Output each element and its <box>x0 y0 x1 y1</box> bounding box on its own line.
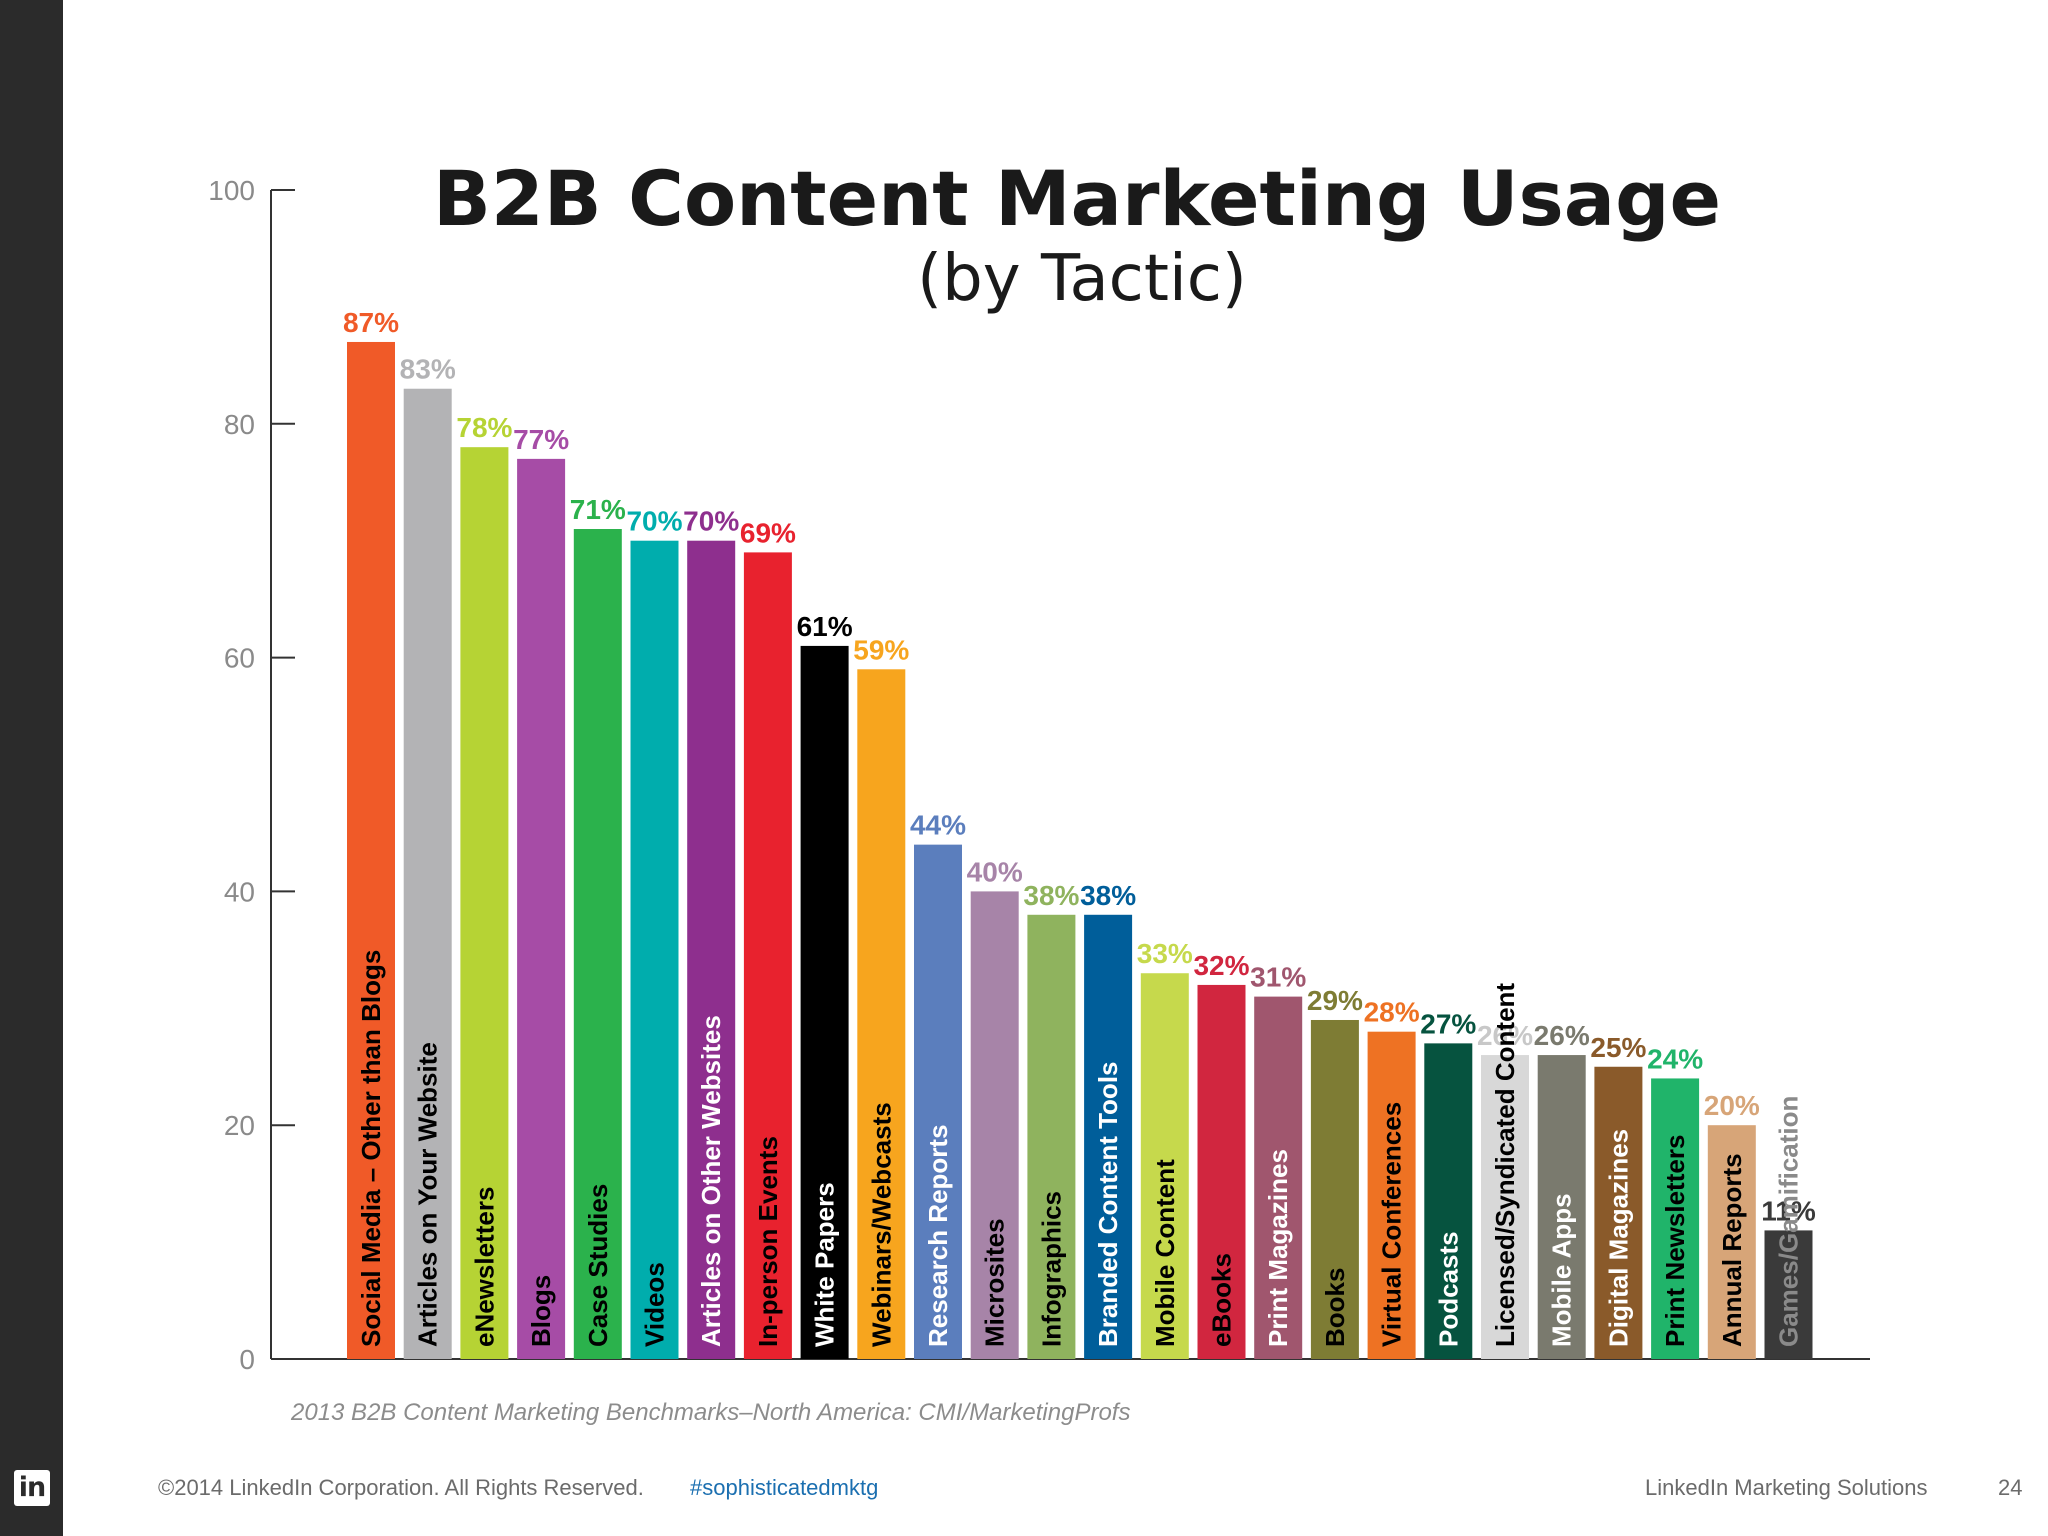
bar-category-label: Articles on Other Websites <box>696 1015 726 1347</box>
bar-category-label: Books <box>1320 1268 1350 1347</box>
y-tick-label: 20 <box>224 1110 255 1141</box>
bar-category-label: Case Studies <box>583 1184 613 1347</box>
bar <box>460 447 509 1359</box>
bar <box>1197 984 1246 1359</box>
bar-category-label: Branded Content Tools <box>1093 1061 1123 1347</box>
bar-category-label: In-person Events <box>753 1136 783 1347</box>
bar-value-label: 38% <box>1023 880 1079 911</box>
bar <box>403 388 452 1360</box>
bar-value-label: 70% <box>683 506 739 537</box>
bar <box>1707 1125 1756 1359</box>
bar-value-label: 33% <box>1137 938 1193 969</box>
bar-category-label: Blogs <box>526 1275 556 1347</box>
bar-category-label: Articles on Your Website <box>413 1042 443 1347</box>
left-sidebar-strip <box>0 0 63 1536</box>
page-number: 24 <box>1998 1475 2023 1500</box>
bar-value-label: 20% <box>1704 1090 1760 1121</box>
bar-category-label: Podcasts <box>1433 1231 1463 1347</box>
bar-category-label: Mobile Apps <box>1547 1193 1577 1347</box>
bar <box>1481 1055 1529 1359</box>
bar <box>857 669 906 1359</box>
bar <box>1424 1043 1473 1359</box>
bar-value-label: 59% <box>853 634 909 665</box>
bar-category-label: Webinars/Webcasts <box>866 1102 896 1347</box>
bar <box>1537 1055 1586 1359</box>
bar <box>914 844 962 1359</box>
bar-value-label: 26% <box>1534 1020 1590 1051</box>
bar-category-label: eNewsletters <box>469 1187 499 1347</box>
bar-category-label: Games/Gamification <box>1774 1096 1804 1347</box>
bar-value-label: 61% <box>797 611 853 642</box>
bar-value-label: 11% <box>1761 1195 1816 1226</box>
bar-value-label: 25% <box>1590 1032 1646 1063</box>
bar-category-label: Licensed/Syndicated Content <box>1490 983 1520 1347</box>
bar-value-label: 29% <box>1307 985 1363 1016</box>
chart-panel: B2B Content Marketing Usage (by Tactic) … <box>195 125 1875 1445</box>
bar-value-label: 69% <box>740 517 796 548</box>
bar <box>1084 914 1133 1359</box>
bar <box>1027 914 1076 1359</box>
bar <box>800 645 849 1359</box>
bar <box>630 540 679 1359</box>
bar <box>1367 1031 1416 1359</box>
bar <box>1140 973 1189 1359</box>
y-tick-label: 100 <box>208 175 255 206</box>
footer-copyright: ©2014 LinkedIn Corporation. All Rights R… <box>158 1475 644 1500</box>
bar-chart: B2B Content Marketing Usage (by Tactic) … <box>208 154 1870 1426</box>
bar-category-label: eBooks <box>1207 1253 1237 1347</box>
bar-value-label: 26% <box>1477 1020 1533 1051</box>
bar-category-label: Annual Reports <box>1717 1153 1747 1347</box>
bar-category-label: Videos <box>640 1262 670 1347</box>
bar <box>1651 1078 1700 1359</box>
chart-title: B2B Content Marketing Usage <box>433 154 1721 243</box>
bar-value-label: 44% <box>910 810 966 841</box>
bar-category-label: Social Media – Other than Blogs <box>356 950 386 1347</box>
bar-category-label: Print Magazines <box>1263 1149 1293 1347</box>
bar <box>743 552 792 1359</box>
bar <box>1594 1066 1643 1359</box>
bar-value-label: 83% <box>400 354 456 385</box>
bar-category-label: Mobile Content <box>1150 1159 1180 1347</box>
bar-value-label: 77% <box>513 424 569 455</box>
y-tick-label: 60 <box>224 643 255 674</box>
bars-group: 87% Social Media – Other than Blogs 83% Art… <box>343 307 1816 1360</box>
bar-category-label: Microsites <box>980 1218 1010 1347</box>
chart-source: 2013 B2B Content Marketing Benchmarks–No… <box>290 1399 1130 1426</box>
bar-value-label: 70% <box>626 506 682 537</box>
bar-value-label: 87% <box>343 307 399 338</box>
bar <box>687 540 736 1359</box>
bar-value-label: 31% <box>1250 962 1306 993</box>
y-tick-label: 0 <box>239 1344 255 1375</box>
bar-category-label: Infographics <box>1036 1191 1066 1347</box>
bar-value-label: 38% <box>1080 880 1136 911</box>
bar <box>1310 1019 1359 1359</box>
y-tick-label: 40 <box>224 876 255 907</box>
footer-hashtag-link[interactable]: #sophisticatedmktg <box>690 1475 879 1500</box>
bar-value-label: 24% <box>1647 1043 1703 1074</box>
footer-brand: LinkedIn Marketing Solutions <box>1645 1475 1928 1500</box>
bar <box>347 341 395 1360</box>
y-tick-label: 80 <box>224 409 255 440</box>
bar-value-label: 32% <box>1193 950 1249 981</box>
chart-subtitle: (by Tactic) <box>917 242 1247 316</box>
bar <box>517 458 566 1359</box>
bar-value-label: 40% <box>967 856 1023 887</box>
bar <box>1764 1230 1813 1359</box>
linkedin-logo-icon: in <box>14 1470 50 1506</box>
bar-value-label: 78% <box>456 412 512 443</box>
bar-category-label: White Papers <box>810 1182 840 1347</box>
bar-value-label: 71% <box>570 494 626 525</box>
bar <box>970 891 1019 1359</box>
bar-category-label: Research Reports <box>923 1124 953 1347</box>
bar-value-label: 28% <box>1364 997 1420 1028</box>
bar <box>573 529 622 1359</box>
bar-category-label: Virtual Conferences <box>1377 1102 1407 1347</box>
bar-category-label: Digital Magazines <box>1603 1129 1633 1347</box>
bar-category-label: Print Newsletters <box>1660 1135 1690 1347</box>
bar-value-label: 27% <box>1420 1008 1476 1039</box>
bar <box>1254 996 1303 1359</box>
